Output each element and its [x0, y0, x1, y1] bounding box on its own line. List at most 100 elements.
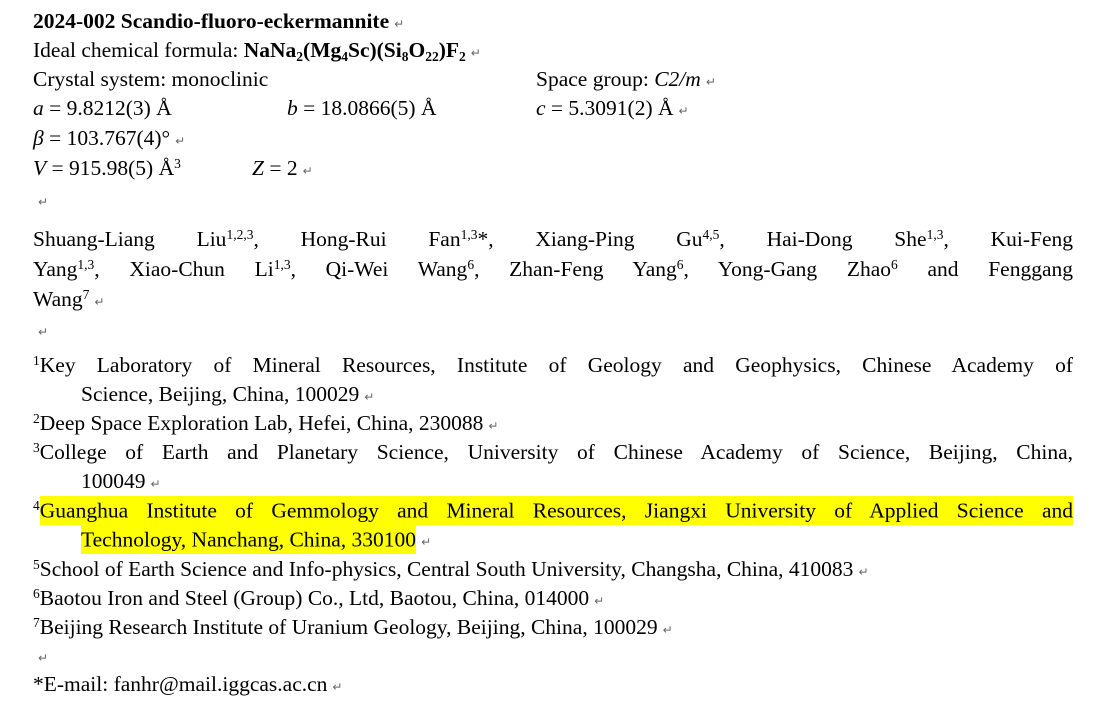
author-name: , Kui-Feng	[943, 227, 1073, 251]
cell-volume-line: V = 915.98(5) Å3 Z = 2 ↵	[33, 154, 1073, 183]
paragraph-mark-icon: ↵	[662, 623, 673, 637]
author-name: , Hai-Dong She	[719, 227, 927, 251]
formula-subscript: 4	[341, 48, 348, 64]
affiliation-number: 7	[33, 614, 40, 630]
paragraph-mark-icon: ↵	[421, 535, 432, 549]
cell-beta-line: β = 103.767(4)° ↵	[33, 124, 1073, 153]
author-affiliation-superscript: 4,5	[702, 226, 720, 242]
affiliation-6: 6Baotou Iron and Steel (Group) Co., Ltd,…	[33, 584, 1073, 613]
author-affiliation-superscript: 1,3	[926, 226, 944, 242]
affiliation-1-line-1: 1Key Laboratory of Mineral Resources, In…	[33, 351, 1073, 380]
author-affiliation-superscript: 1,3	[273, 256, 291, 272]
paragraph-mark-icon: ↵	[364, 390, 375, 404]
affiliation-text: 100049	[81, 469, 146, 493]
paragraph-mark-icon: ↵	[38, 325, 49, 339]
cell-volume-exponent: 3	[174, 155, 181, 171]
author-name: Yang	[33, 257, 78, 281]
cell-a-value: = 9.8212(3) Å	[43, 96, 172, 120]
affiliation-text: School of Earth Science and Info-physics…	[39, 557, 854, 581]
highlighted-affiliation-text: Technology, Nanchang, China, 330100	[81, 524, 417, 554]
author-name: Wang	[33, 287, 83, 311]
affiliation-text: Deep Space Exploration Lab, Hefei, China…	[39, 411, 484, 435]
cell-a-symbol: a	[33, 96, 44, 120]
cell-c-symbol: c	[536, 96, 546, 120]
paragraph-mark-icon: ↵	[150, 477, 161, 491]
affiliation-1-line-2: Science, Beijing, China, 100029 ↵	[33, 380, 1073, 409]
author-affiliation-superscript: 1,3	[77, 256, 95, 272]
cell-z: Z = 2 ↵	[252, 154, 313, 186]
crystal-system-line: Crystal system: monoclinic Space group: …	[33, 65, 1073, 94]
formula-subscript: 2	[459, 48, 466, 64]
paragraph-mark-icon: ↵	[488, 419, 499, 433]
formula-part: O	[408, 38, 426, 62]
email-line: *E-mail: fanhr@mail.iggcas.ac.cn ↵	[33, 670, 1073, 699]
author-affiliation-superscript: 1,3	[460, 226, 478, 242]
author-name: *, Xiang-Ping Gu	[477, 227, 703, 251]
paragraph-mark-icon: ↵	[858, 565, 869, 579]
cell-volume: V = 915.98(5) Å3	[33, 155, 181, 181]
cell-b: b = 18.0866(5) Å	[287, 94, 436, 123]
author-affiliation-superscript: 1,2,3	[226, 226, 254, 242]
mineral-title: 2024-002 Scandio-fluoro-eckermannite	[33, 9, 390, 33]
formula-part: (Mg	[303, 38, 342, 62]
affiliation-3-line-1: 3College of Earth and Planetary Science,…	[33, 438, 1073, 467]
cell-c-value: = 5.3091(2) Å	[545, 96, 674, 120]
cell-b-value: = 18.0866(5) Å	[297, 96, 437, 120]
formula-subscript: 8	[401, 48, 409, 64]
author-affiliation-superscript: 6	[891, 256, 898, 272]
author-name: , Xiao-Chun Li	[94, 257, 274, 281]
affiliation-4-line-2: Technology, Nanchang, China, 330100 ↵	[33, 524, 1073, 554]
affiliation-text: Science, Beijing, China, 100029	[81, 382, 360, 406]
paragraph-mark-icon: ↵	[94, 295, 105, 309]
paragraph-mark-icon: ↵	[332, 680, 343, 694]
paragraph-mark-icon: ↵	[470, 46, 481, 60]
author-affiliation-superscript: 7	[82, 286, 90, 302]
affiliation-4-line-1: 4Guanghua Institute of Gemmology and Min…	[33, 495, 1073, 525]
cell-z-value: = 2	[263, 156, 298, 180]
author-name: and Fenggang	[897, 257, 1073, 281]
author-affiliation-superscript: 6	[467, 256, 475, 272]
affiliation-text: Baotou Iron and Steel (Group) Co., Ltd, …	[39, 586, 590, 610]
cell-b-symbol: b	[287, 96, 298, 120]
formula-part: Sc)(Si	[347, 38, 402, 62]
formula-label: Ideal chemical formula:	[33, 38, 244, 62]
author-name: Shuang-Liang Liu	[33, 227, 227, 251]
author-name: , Qi-Wei Wang	[290, 257, 468, 281]
paragraph-mark-icon: ↵	[175, 134, 186, 148]
formula-line: Ideal chemical formula: NaNa2(Mg4Sc)(Si8…	[33, 36, 1073, 65]
cell-volume-value: = 915.98(5) Å	[46, 156, 175, 180]
empty-paragraph: ↵	[33, 185, 1073, 214]
author-name: , Hong-Rui Fan	[253, 227, 461, 251]
affiliation-text: Key Laboratory of Mineral Resources, Ins…	[39, 353, 1073, 377]
author-affiliation-superscript: 6	[676, 256, 684, 272]
empty-paragraph: ↵	[33, 641, 1073, 670]
space-group-value: C2/m	[654, 67, 701, 91]
authors-line-3: Wang7 ↵	[33, 285, 1073, 314]
affiliation-number: 2	[33, 410, 40, 426]
authors-line-2: Yang1,3, Xiao-Chun Li1,3, Qi-Wei Wang6, …	[33, 255, 1073, 284]
crystal-system: Crystal system: monoclinic	[33, 67, 269, 91]
formula-subscript: 22	[425, 48, 439, 64]
cell-a: a = 9.8212(3) Å	[33, 96, 172, 120]
affiliation-text: Beijing Research Institute of Uranium Ge…	[39, 615, 658, 639]
affiliation-number: 4	[33, 497, 40, 513]
author-name: , Yong-Gang Zhao	[683, 257, 892, 281]
cell-beta-value: = 103.767(4)°	[43, 126, 171, 150]
affiliation-7: 7Beijing Research Institute of Uranium G…	[33, 613, 1073, 642]
cell-z-symbol: Z	[252, 156, 264, 180]
affiliation-number: 3	[33, 439, 40, 455]
paragraph-mark-icon: ↵	[678, 104, 689, 118]
paragraph-mark-icon: ↵	[38, 195, 49, 209]
empty-paragraph: ↵	[33, 315, 1073, 344]
authors-line-1: Shuang-Liang Liu1,2,3, Hong-Rui Fan1,3*,…	[33, 225, 1073, 254]
affiliation-number: 6	[33, 585, 40, 601]
affiliation-number: 5	[33, 556, 40, 572]
email-text: *E-mail: fanhr@mail.iggcas.ac.cn	[33, 672, 328, 696]
formula-subscript: 2	[296, 48, 304, 64]
affiliation-number: 1	[33, 352, 40, 368]
formula-value: NaNa2(Mg4Sc)(Si8O22)F2	[244, 38, 466, 64]
paragraph-mark-icon: ↵	[302, 164, 313, 178]
formula-part: )F	[438, 38, 460, 62]
paragraph-mark-icon: ↵	[705, 75, 716, 89]
